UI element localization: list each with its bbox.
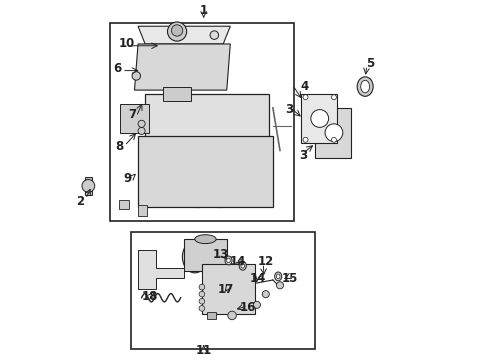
Circle shape [262, 291, 269, 298]
Circle shape [167, 22, 186, 41]
Circle shape [199, 291, 204, 297]
Bar [138, 136, 272, 207]
Bar [207, 312, 216, 319]
Ellipse shape [360, 80, 369, 93]
Circle shape [132, 72, 140, 80]
Ellipse shape [274, 272, 281, 281]
Text: 4: 4 [299, 80, 307, 93]
Text: 18: 18 [141, 290, 157, 303]
Circle shape [210, 31, 218, 39]
Circle shape [303, 137, 307, 142]
Bar [163, 86, 191, 101]
Text: 13: 13 [212, 248, 228, 261]
Bar [145, 94, 269, 143]
Bar [131, 232, 315, 349]
Text: 11: 11 [195, 345, 211, 357]
Bar [184, 239, 226, 271]
Circle shape [331, 95, 336, 100]
Circle shape [310, 110, 328, 127]
FancyBboxPatch shape [315, 108, 350, 158]
Circle shape [325, 124, 342, 141]
Bar [120, 104, 148, 133]
Text: 2: 2 [76, 195, 84, 208]
Ellipse shape [194, 235, 216, 244]
Text: 5: 5 [366, 57, 374, 70]
Text: 3: 3 [284, 103, 292, 116]
Text: 10: 10 [118, 37, 135, 50]
FancyBboxPatch shape [301, 94, 336, 143]
Circle shape [303, 95, 307, 100]
Ellipse shape [226, 258, 230, 263]
Text: 7: 7 [128, 108, 137, 121]
Bar [84, 177, 92, 195]
Circle shape [171, 25, 183, 36]
Text: 14: 14 [229, 255, 245, 268]
Text: 3: 3 [298, 149, 306, 162]
Ellipse shape [224, 256, 232, 265]
Text: 14: 14 [249, 273, 265, 285]
Text: 15: 15 [281, 273, 298, 285]
Circle shape [276, 282, 283, 289]
Text: 16: 16 [240, 301, 256, 314]
Ellipse shape [276, 274, 280, 279]
Circle shape [199, 298, 204, 304]
Bar [109, 23, 294, 221]
Bar [138, 206, 146, 216]
Circle shape [138, 120, 145, 127]
Ellipse shape [241, 264, 244, 268]
Text: 6: 6 [113, 62, 122, 75]
Polygon shape [138, 26, 230, 44]
Ellipse shape [182, 241, 207, 273]
Text: 8: 8 [115, 140, 123, 153]
Ellipse shape [356, 77, 372, 96]
Circle shape [138, 127, 145, 135]
Circle shape [331, 137, 336, 142]
Circle shape [199, 306, 204, 311]
Polygon shape [134, 44, 230, 90]
Circle shape [199, 284, 204, 290]
Text: 1: 1 [199, 4, 207, 17]
Bar [118, 200, 129, 209]
Ellipse shape [239, 261, 246, 270]
Polygon shape [138, 250, 184, 289]
Bar [202, 264, 255, 314]
Circle shape [227, 311, 236, 320]
Text: 9: 9 [123, 172, 131, 185]
Text: 17: 17 [218, 283, 234, 296]
Circle shape [253, 301, 260, 309]
Text: 12: 12 [257, 255, 273, 268]
Circle shape [82, 180, 95, 192]
